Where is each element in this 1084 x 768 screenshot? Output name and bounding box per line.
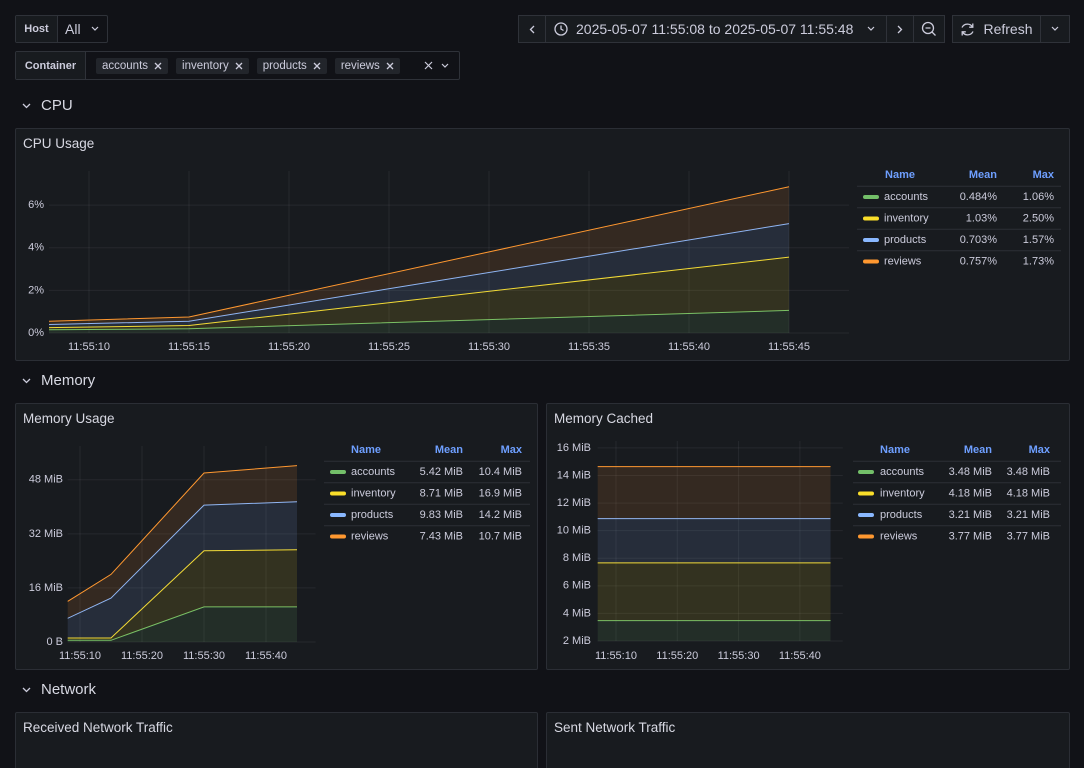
panel: Received Network Traffic (15, 712, 538, 768)
row-title: CPU (41, 97, 73, 114)
host-label: Host (16, 16, 58, 42)
row-title: Memory (41, 372, 96, 389)
chevron (1051, 26, 1059, 31)
chevron (91, 26, 98, 31)
time-range-picker[interactable]: 2025-05-07 11:55:08 to 2025-05-07 11:55:… (545, 15, 887, 43)
container-variable[interactable]: Container accounts inventory products revie… (15, 51, 460, 80)
clock-icon (554, 22, 568, 36)
chevron-left (529, 25, 535, 33)
container-actions (424, 52, 459, 79)
host-value: All (65, 21, 81, 37)
time-range: 2025-05-07 11:55:08 to 2025-05-07 11:55:… (576, 21, 854, 37)
chevron[interactable] (441, 63, 449, 69)
chip-label: inventory (182, 59, 229, 72)
panel: Memory Cached (546, 403, 1070, 670)
chevron-right (897, 25, 903, 33)
panel: Memory Usage (15, 403, 538, 670)
container-chip[interactable]: products (256, 57, 327, 74)
row-header[interactable]: Memory (22, 372, 95, 389)
chevron (22, 378, 31, 383)
panel: Sent Network Traffic (546, 712, 1070, 768)
chevron (22, 103, 31, 108)
chip-remove[interactable] (235, 62, 243, 70)
time-forward[interactable] (886, 15, 914, 43)
chip-remove[interactable] (154, 62, 162, 70)
row-title: Network (41, 681, 97, 698)
refresh-label: Refresh (983, 21, 1033, 37)
chip-label: reviews (340, 59, 380, 72)
panel-title: Sent Network Traffic (554, 720, 676, 735)
zoom-out[interactable] (913, 15, 945, 43)
chip-label: products (262, 59, 307, 72)
refresh-interval[interactable] (1040, 15, 1070, 43)
container-chip[interactable]: reviews (334, 57, 400, 74)
chevron (22, 687, 31, 692)
time-back[interactable] (518, 15, 546, 43)
container-chip[interactable]: accounts (96, 57, 169, 74)
chevron (867, 26, 875, 31)
refresh-icon (961, 23, 975, 35)
host-variable[interactable]: Host All (15, 15, 108, 43)
row-header[interactable]: CPU (22, 97, 73, 114)
chip-remove[interactable] (386, 62, 394, 70)
chip-label: accounts (102, 59, 149, 72)
container-chip[interactable]: inventory (176, 57, 249, 74)
zoom-icon (921, 21, 936, 36)
chip-remove[interactable] (313, 62, 321, 70)
container-label: Container (16, 52, 86, 79)
panel-title: CPU Usage (23, 136, 95, 151)
panel-title: Memory Usage (23, 411, 115, 426)
refresh-button[interactable]: Refresh (952, 15, 1041, 43)
panel-title: Memory Cached (554, 411, 654, 426)
clear-icon[interactable] (424, 61, 433, 70)
row-header[interactable]: Network (22, 681, 96, 698)
container-chips: accounts inventory products reviews (86, 52, 424, 79)
host-select[interactable]: All (58, 16, 99, 42)
panel-title: Received Network Traffic (23, 720, 173, 735)
panel: CPU Usage (15, 128, 1070, 361)
